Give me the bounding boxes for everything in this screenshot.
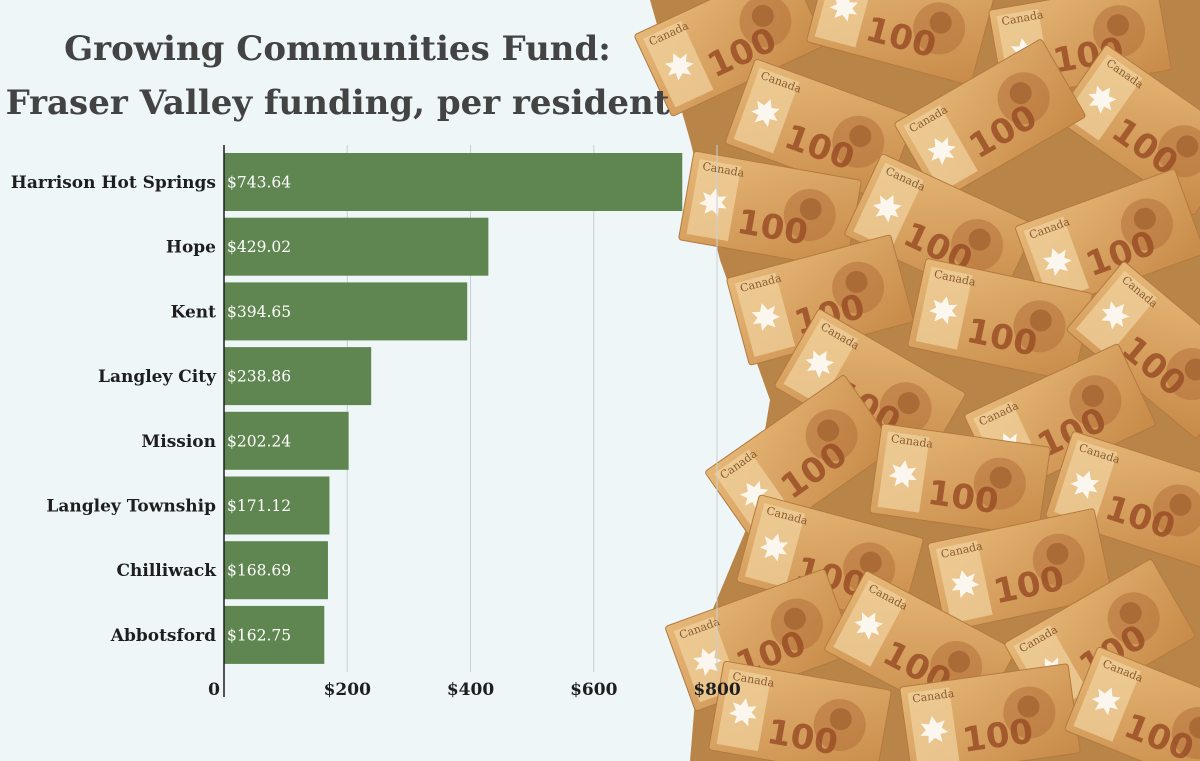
- bars: [224, 153, 683, 664]
- value-label: $171.12: [227, 497, 291, 515]
- category-label: Abbotsford: [110, 626, 216, 646]
- x-tick-label: $600: [570, 680, 617, 700]
- value-label: $202.24: [227, 432, 291, 450]
- bar: [224, 541, 328, 600]
- value-label: $743.64: [227, 174, 291, 192]
- x-tick-label: $800: [693, 680, 740, 700]
- category-label: Langley Township: [46, 497, 216, 517]
- bar: [224, 605, 325, 664]
- chart-title: Growing Communities Fund:: [64, 29, 611, 69]
- x-tick-label: $200: [324, 680, 371, 700]
- value-label: $394.65: [227, 303, 291, 321]
- category-labels: Harrison Hot Springs Hope Kent Langley City…: [11, 173, 217, 646]
- x-tick-label: 0: [208, 680, 220, 700]
- x-tick-labels: 0 $200 $400 $600 $800: [208, 680, 741, 700]
- value-label: $168.69: [227, 562, 291, 580]
- value-label: $429.02: [227, 238, 291, 256]
- value-label: $162.75: [227, 626, 291, 644]
- chart-subtitle: Fraser Valley funding, per resident: [5, 83, 670, 123]
- bar: [224, 217, 489, 276]
- category-label: Harrison Hot Springs: [11, 173, 216, 193]
- category-label: Chilliwack: [116, 561, 217, 581]
- category-label: Mission: [141, 432, 216, 452]
- bar: [224, 347, 372, 406]
- category-label: Langley City: [98, 367, 217, 387]
- bar: [224, 411, 349, 470]
- category-label: Kent: [171, 302, 217, 322]
- x-tick-label: $400: [447, 680, 494, 700]
- bar: [224, 153, 683, 211]
- value-labels: $743.64 $429.02 $394.65 $238.86 $202.24 $171.…: [227, 174, 291, 645]
- value-label: $238.86: [227, 368, 291, 386]
- bar: [224, 282, 468, 341]
- category-label: Hope: [166, 238, 216, 258]
- chart-title-block: Growing Communities Fund: Fraser Valley …: [0, 22, 675, 130]
- bar: [224, 476, 330, 535]
